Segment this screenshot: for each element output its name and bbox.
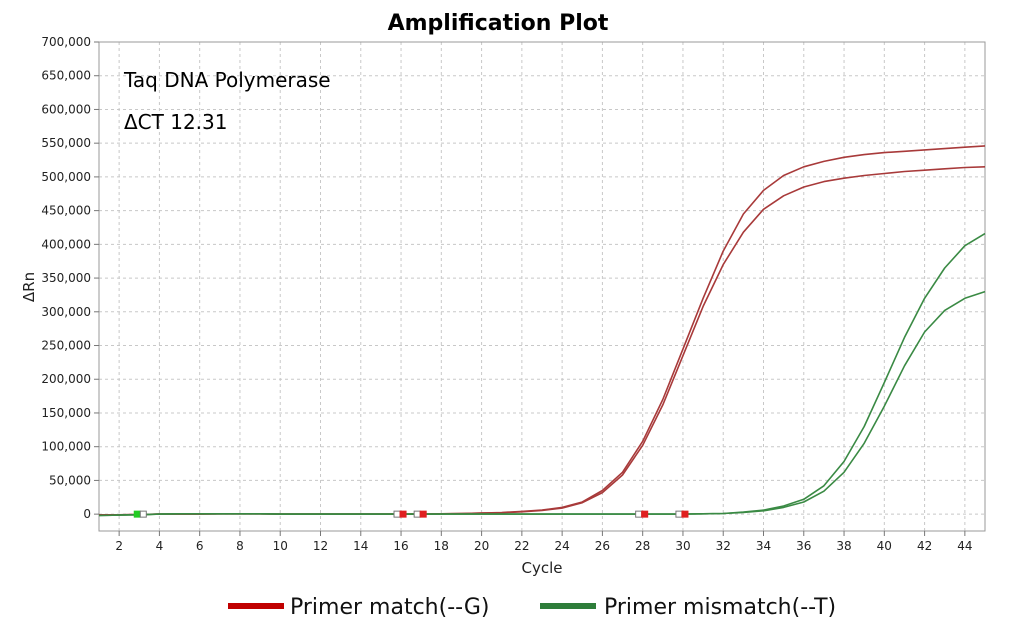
- x-tick-label: 22: [514, 539, 529, 553]
- x-tick-label: 30: [675, 539, 690, 553]
- x-tick-label: 2: [115, 539, 123, 553]
- x-tick-label: 36: [796, 539, 811, 553]
- annotation-delta-ct: ΔCT 12.31: [124, 110, 227, 134]
- y-tick-label: 650,000: [41, 69, 91, 83]
- y-tick-label: 150,000: [41, 406, 91, 420]
- y-tick-label: 100,000: [41, 440, 91, 454]
- x-tick-label: 24: [554, 539, 569, 553]
- baseline-marker-5[interactable]: [419, 510, 427, 518]
- y-tick-label: 600,000: [41, 102, 91, 116]
- x-tick-label: 42: [917, 539, 932, 553]
- y-axis-ticks: 0 50,000 100,000 150,000 200,000 250,000 300,0…: [41, 35, 99, 521]
- x-axis-ticks: 2 4 6 8 10 12 14 16 18 20 22 24 26 28 30 32 34 36 38 40 42 44: [115, 531, 973, 553]
- x-tick-label: 4: [156, 539, 164, 553]
- grid-lines: [99, 41, 985, 531]
- y-tick-label: 0: [83, 507, 91, 521]
- legend-swatch-primer-match: [228, 603, 284, 609]
- x-tick-label: 44: [957, 539, 972, 553]
- x-tick-label: 8: [236, 539, 244, 553]
- baseline-marker-2[interactable]: [393, 510, 401, 518]
- y-tick-label: 200,000: [41, 372, 91, 386]
- y-tick-label: 500,000: [41, 170, 91, 184]
- x-tick-label: 16: [393, 539, 408, 553]
- x-tick-label: 10: [273, 539, 288, 553]
- baseline-marker-4[interactable]: [413, 510, 421, 518]
- x-tick-label: 20: [474, 539, 489, 553]
- series-line-3: [98, 232, 986, 517]
- series-lines: [98, 145, 986, 517]
- x-axis-label: Cycle: [522, 559, 563, 577]
- y-tick-label: 50,000: [49, 473, 91, 487]
- y-tick-label: 350,000: [41, 271, 91, 285]
- baseline-markers: [133, 510, 689, 518]
- x-tick-label: 40: [877, 539, 892, 553]
- x-tick-label: 14: [353, 539, 368, 553]
- y-tick-label: 700,000: [41, 35, 91, 49]
- x-tick-label: 26: [595, 539, 610, 553]
- x-tick-label: 6: [196, 539, 204, 553]
- y-tick-label: 300,000: [41, 305, 91, 319]
- x-tick-label: 34: [756, 539, 771, 553]
- chart-title: Amplification Plot: [388, 11, 609, 36]
- legend-label-primer-mismatch: Primer mismatch(--T): [604, 595, 836, 620]
- x-tick-label: 32: [716, 539, 731, 553]
- series-line-2: [99, 166, 986, 516]
- y-tick-label: 250,000: [41, 339, 91, 353]
- baseline-marker-6[interactable]: [635, 510, 643, 518]
- x-tick-label: 12: [313, 539, 328, 553]
- baseline-marker-9[interactable]: [681, 510, 689, 518]
- baseline-marker-3[interactable]: [399, 510, 407, 518]
- legend: Primer match(--G) Primer mismatch(--T): [228, 595, 836, 620]
- baseline-marker-0[interactable]: [133, 510, 141, 518]
- y-tick-label: 450,000: [41, 204, 91, 218]
- baseline-marker-7[interactable]: [641, 510, 649, 518]
- series-line-4: [98, 290, 986, 517]
- x-tick-label: 18: [434, 539, 449, 553]
- y-tick-label: 400,000: [41, 237, 91, 251]
- baseline-marker-8[interactable]: [675, 510, 683, 518]
- legend-swatch-primer-mismatch: [540, 603, 596, 609]
- plot-area-frame: [98, 41, 986, 532]
- baseline-marker-1[interactable]: [139, 510, 147, 518]
- y-axis-label: ΔRn: [20, 272, 38, 302]
- x-tick-label: 28: [635, 539, 650, 553]
- annotation-enzyme: Taq DNA Polymerase: [123, 68, 331, 92]
- y-tick-label: 550,000: [41, 136, 91, 150]
- legend-label-primer-match: Primer match(--G): [290, 595, 490, 620]
- x-tick-label: 38: [836, 539, 851, 553]
